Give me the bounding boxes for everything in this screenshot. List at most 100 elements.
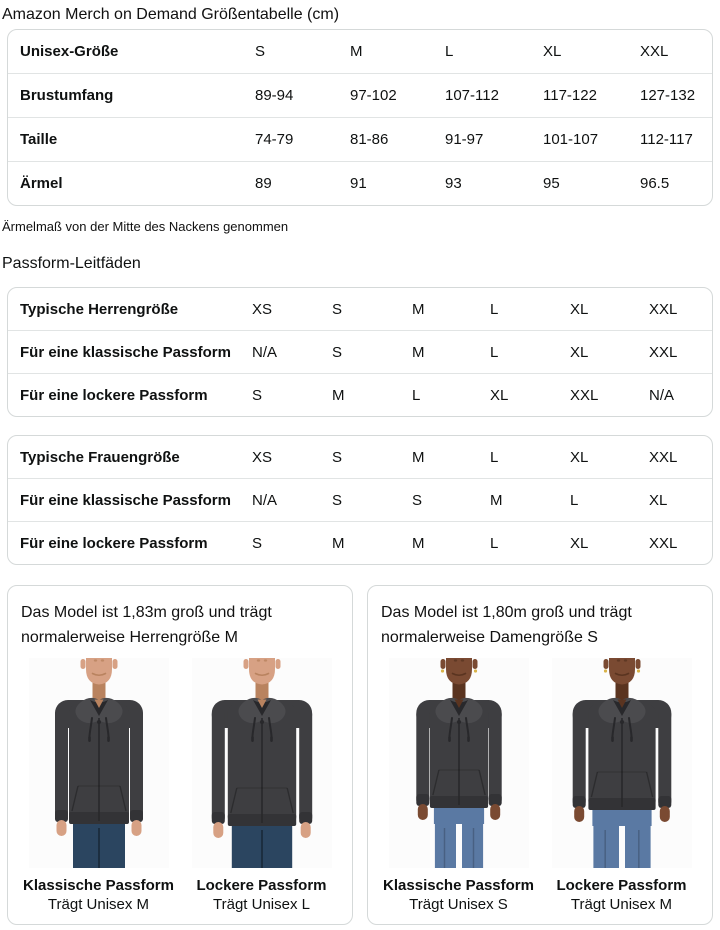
- row-label: Für eine klassische Passform: [20, 491, 231, 509]
- model-illustration: [28, 658, 169, 868]
- table-cell: 101-107: [543, 131, 599, 148]
- table-cell: S: [412, 491, 423, 509]
- table-row: Taille 74-79 81-86 91-97 101-107 112-117: [8, 117, 712, 161]
- model-panels: Das Model ist 1,83m groß und trägt norma…: [7, 585, 713, 925]
- table-cell: M: [412, 343, 425, 361]
- table-cell: XL: [570, 343, 589, 361]
- table-header-row: Unisex-Größe S M L XL XXL: [8, 30, 712, 73]
- table-cell: M: [412, 448, 425, 466]
- column-header: L: [445, 43, 454, 60]
- model-photo: [551, 658, 692, 868]
- fit-guides-heading: Passform-Leitfäden: [2, 255, 141, 272]
- model-photo: [28, 658, 169, 868]
- table-row: Für eine lockere Passform S M M L XL XXL: [8, 521, 712, 564]
- table-row: Brustumfang 89-94 97-102 107-112 117-122…: [8, 73, 712, 117]
- model-figure-classic: Klassische Passform Trägt Unisex M: [23, 658, 174, 915]
- table-cell: N/A: [649, 386, 675, 404]
- sleeve-measure-note: Ärmelmaß von der Mitte des Nackens genom…: [2, 219, 289, 234]
- table-cell: 107-112: [445, 87, 499, 104]
- table-cell: L: [412, 386, 421, 404]
- table-cell: XL: [570, 300, 589, 318]
- column-header: XL: [543, 43, 562, 60]
- mens-model-panel: Das Model ist 1,83m groß und trägt norma…: [7, 585, 353, 925]
- model-illustration: [388, 658, 529, 868]
- model-figures: Klassische Passform Trägt Unisex M Locke…: [8, 658, 352, 915]
- model-caption: Das Model ist 1,80m groß und trägt norma…: [381, 604, 632, 646]
- table-cell: 89-94: [255, 87, 294, 104]
- table-cell: 74-79: [255, 131, 294, 148]
- row-label: Typische Frauengröße: [20, 448, 180, 466]
- model-figure-loose: Lockere Passform Trägt Unisex L: [189, 658, 334, 915]
- table-cell: L: [490, 300, 499, 318]
- table-cell: XL: [649, 491, 668, 509]
- table-cell: N/A: [252, 343, 278, 361]
- table-cell: L: [570, 491, 579, 509]
- model-illustration: [191, 658, 332, 868]
- row-label: Taille: [20, 131, 58, 148]
- table-cell: XL: [490, 386, 509, 404]
- table-cell: 96.5: [640, 175, 670, 192]
- table-cell: 91-97: [445, 131, 484, 148]
- table-cell: 81-86: [350, 131, 389, 148]
- table-row: Typische Frauengröße XS S M L XL XXL: [8, 436, 712, 478]
- row-label: Ärmel: [20, 175, 63, 192]
- table-cell: XXL: [649, 534, 678, 552]
- row-label: Brustumfang: [20, 87, 114, 104]
- table-cell: N/A: [252, 491, 278, 509]
- wears-label: Trägt Unisex L: [213, 896, 310, 913]
- table-cell: XXL: [570, 386, 599, 404]
- table-row: Typische Herrengröße XS S M L XL XXL: [8, 288, 712, 330]
- model-figures: Klassische Passform Trägt Unisex S: [368, 658, 712, 915]
- table-cell: 95: [543, 175, 560, 192]
- table-cell: XL: [570, 534, 589, 552]
- mens-fit-table: Typische Herrengröße XS S M L XL XXL Für…: [7, 287, 713, 417]
- model-figure-classic: Klassische Passform Trägt Unisex S: [383, 658, 534, 915]
- table-cell: S: [332, 300, 343, 318]
- table-row: Für eine lockere Passform S M L XL XXL N…: [8, 373, 712, 416]
- table-cell: M: [412, 534, 425, 552]
- table-cell: XXL: [649, 343, 678, 361]
- model-figure-loose: Lockere Passform Trägt Unisex M: [549, 658, 694, 915]
- row-label: Für eine lockere Passform: [20, 386, 208, 404]
- table-cell: S: [332, 491, 343, 509]
- table-cell: S: [252, 386, 263, 404]
- table-cell: 89: [255, 175, 272, 192]
- table-cell: L: [490, 534, 499, 552]
- column-header: XXL: [640, 43, 669, 60]
- model-photo: [191, 658, 332, 868]
- table-cell: XXL: [649, 448, 678, 466]
- table-cell: M: [490, 491, 503, 509]
- unisex-size-table: Unisex-Größe S M L XL XXL Brustumfang 89…: [7, 29, 713, 206]
- table-cell: 117-122: [543, 87, 597, 104]
- table-cell: 91: [350, 175, 367, 192]
- size-chart-page: Amazon Merch on Demand Größentabelle (cm…: [0, 5, 720, 930]
- table-cell: S: [252, 534, 263, 552]
- table-cell: S: [332, 448, 343, 466]
- table-cell: M: [332, 386, 345, 404]
- table-cell: XXL: [649, 300, 678, 318]
- fit-label: Klassische Passform: [23, 877, 174, 894]
- row-label: Unisex-Größe: [20, 43, 119, 60]
- wears-label: Trägt Unisex M: [570, 896, 673, 913]
- fit-label: Lockere Passform: [196, 877, 327, 894]
- table-cell: S: [332, 343, 343, 361]
- model-illustration: [551, 658, 692, 868]
- fit-label: Lockere Passform: [556, 877, 687, 894]
- table-cell: 127-132: [640, 87, 696, 104]
- table-row: Ärmel 89 91 93 95 96.5: [8, 161, 712, 205]
- table-row: Für eine klassische Passform N/A S S M L…: [8, 478, 712, 521]
- page-title: Amazon Merch on Demand Größentabelle (cm…: [2, 6, 340, 23]
- row-label: Für eine lockere Passform: [20, 534, 208, 552]
- column-header: S: [255, 43, 266, 60]
- table-cell: L: [490, 448, 499, 466]
- table-cell: 93: [445, 175, 462, 192]
- model-photo: [388, 658, 529, 868]
- table-cell: XS: [252, 300, 273, 318]
- table-cell: 97-102: [350, 87, 397, 104]
- womens-model-panel: Das Model ist 1,80m groß und trägt norma…: [367, 585, 713, 925]
- row-label: Für eine klassische Passform: [20, 343, 231, 361]
- table-row: Für eine klassische Passform N/A S M L X…: [8, 330, 712, 373]
- table-cell: XL: [570, 448, 589, 466]
- wears-label: Trägt Unisex S: [409, 896, 508, 913]
- table-cell: M: [332, 534, 345, 552]
